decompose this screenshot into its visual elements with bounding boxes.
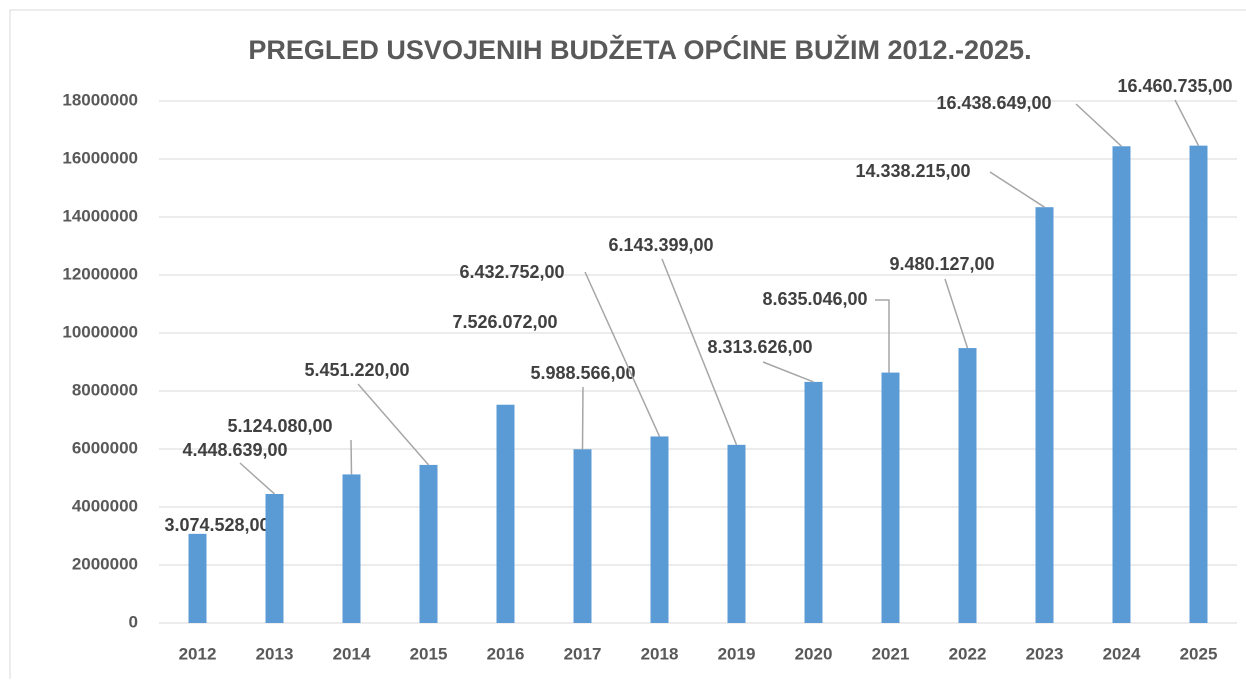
y-tick-label: 6000000 xyxy=(72,438,138,457)
bar xyxy=(496,404,515,623)
leader-line xyxy=(1174,99,1200,146)
leader-line xyxy=(762,361,814,383)
y-tick-label: 12000000 xyxy=(62,264,138,283)
leader-line xyxy=(350,439,353,475)
bar xyxy=(1035,207,1054,623)
data-label: 9.480.127,00 xyxy=(889,254,994,274)
data-label: 4.448.639,00 xyxy=(182,440,287,460)
chart-title: PREGLED USVOJENIH BUDŽETA OPĆINE BUŽIM 2… xyxy=(248,34,1031,65)
x-tick-label: 2021 xyxy=(872,644,910,663)
bar xyxy=(419,464,438,623)
leader-line xyxy=(581,386,584,450)
bar xyxy=(1112,146,1131,623)
data-label: 5.988.566,00 xyxy=(530,363,635,383)
y-tick-label: 16000000 xyxy=(62,148,138,167)
y-tick-label: 2000000 xyxy=(72,554,138,573)
leader-line xyxy=(584,271,661,437)
x-tick-label: 2025 xyxy=(1180,644,1218,663)
leader-line xyxy=(989,171,1045,208)
data-label: 6.432.752,00 xyxy=(459,262,564,282)
x-tick-label: 2013 xyxy=(256,644,294,663)
bar xyxy=(881,372,900,623)
data-label: 8.313.626,00 xyxy=(707,337,812,357)
data-label: 14.338.215,00 xyxy=(855,161,970,181)
x-tick-label: 2024 xyxy=(1103,644,1141,663)
x-tick-label: 2014 xyxy=(333,644,371,663)
data-label: 16.460.735,00 xyxy=(1117,76,1232,96)
data-label: 7.526.072,00 xyxy=(452,312,557,332)
data-label: 16.438.649,00 xyxy=(936,93,1051,113)
leader-line xyxy=(357,383,430,466)
x-tick-label: 2012 xyxy=(179,644,217,663)
leader-line xyxy=(875,299,890,373)
data-label: 8.635.046,00 xyxy=(762,289,867,309)
bar xyxy=(650,436,669,623)
x-tick-label: 2022 xyxy=(949,644,987,663)
bar xyxy=(573,449,592,623)
bar xyxy=(342,474,361,623)
x-tick-label: 2023 xyxy=(1026,644,1064,663)
leader-line xyxy=(661,258,738,446)
x-tick-label: 2020 xyxy=(795,644,833,663)
y-tick-label: 18000000 xyxy=(62,90,138,109)
data-label: 5.124.080,00 xyxy=(227,416,332,436)
x-tick-label: 2019 xyxy=(718,644,756,663)
y-tick-label: 0 xyxy=(129,612,138,631)
bar xyxy=(1189,145,1208,624)
y-tick-label: 10000000 xyxy=(62,322,138,341)
leader-line xyxy=(1075,103,1123,147)
bar xyxy=(958,348,977,623)
bar xyxy=(265,493,284,623)
y-tick-label: 14000000 xyxy=(62,206,138,225)
y-tick-label: 8000000 xyxy=(72,380,138,399)
data-label: 6.143.399,00 xyxy=(608,235,713,255)
chart-border xyxy=(9,9,1246,684)
bar xyxy=(727,444,746,623)
data-label: 5.451.220,00 xyxy=(304,360,409,380)
x-tick-label: 2015 xyxy=(410,644,448,663)
leader-line xyxy=(944,278,969,349)
y-tick-label: 4000000 xyxy=(72,496,138,515)
x-tick-label: 2016 xyxy=(487,644,525,663)
leader-line xyxy=(239,462,276,495)
bar xyxy=(188,533,207,623)
bar xyxy=(804,381,823,623)
x-tick-label: 2018 xyxy=(641,644,679,663)
x-tick-label: 2017 xyxy=(564,644,602,663)
data-label: 3.074.528,00 xyxy=(164,515,269,535)
